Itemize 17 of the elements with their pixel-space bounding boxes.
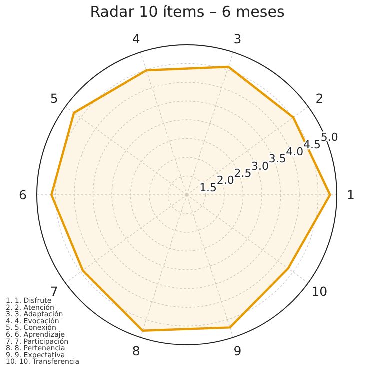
y-tick-label: 3.5 xyxy=(268,152,286,166)
spoke-label: 6 xyxy=(19,188,28,202)
y-tick-label: 1.5 xyxy=(200,181,218,194)
chart-title: Radar 10 ítems – 6 meses xyxy=(90,3,285,21)
spoke-label: 8 xyxy=(132,343,140,358)
y-tick-label: 3.0 xyxy=(252,160,270,173)
spoke-label: 7 xyxy=(50,284,58,299)
y-tick-label: 2.5 xyxy=(234,166,252,180)
spoke-label: 1 xyxy=(347,188,355,202)
y-tick-label: 4.0 xyxy=(286,145,304,158)
spoke-label: 4 xyxy=(132,32,140,47)
spoke-label: 5 xyxy=(50,91,58,106)
spoke-label: 10 xyxy=(312,284,328,299)
y-tick-label: 2.0 xyxy=(216,174,234,188)
spoke-label: 2 xyxy=(316,91,324,106)
spoke-label: 3 xyxy=(234,32,242,47)
spoke-label: 9 xyxy=(234,343,242,358)
